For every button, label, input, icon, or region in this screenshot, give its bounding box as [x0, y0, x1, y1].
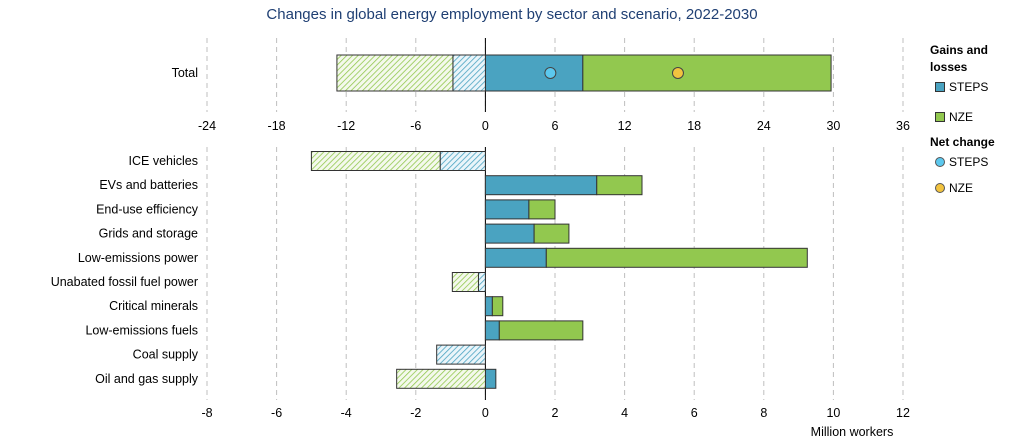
bar-steps-oil-and-gas-supply	[484, 368, 497, 389]
category-label-unabated-fossil-fuel-power: Unabated fossil fuel power	[51, 275, 198, 289]
legend-label-nze: NZE	[949, 110, 973, 124]
bar-steps-ice-vehicles-loss	[439, 151, 486, 171]
bar-steps-evs-and-batteries	[484, 175, 598, 196]
bar-nze-unabated-fossil-fuel-power-loss	[451, 272, 479, 292]
legend-item-net-nze: NZE	[935, 179, 1022, 197]
bar-steps-total-loss	[452, 54, 486, 92]
bar-steps-critical-minerals	[484, 296, 493, 317]
sector-tick-label: 8	[760, 406, 767, 420]
sector-tick-label: 10	[826, 406, 840, 420]
legend-item-nze: NZE	[935, 108, 1022, 126]
total-tick-label: -24	[198, 119, 216, 133]
bar-steps-total	[484, 54, 584, 92]
total-tick-label: 36	[896, 119, 910, 133]
sector-tick-label: -2	[410, 406, 421, 420]
legend-heading-gains: Gains and losses	[930, 43, 989, 74]
total-tick-label: 30	[826, 119, 840, 133]
x-axis-label: Million workers	[811, 425, 894, 439]
total-tick-label: 12	[618, 119, 632, 133]
bar-nze-critical-minerals	[491, 296, 504, 317]
category-label-evs-and-batteries: EVs and batteries	[99, 178, 198, 192]
bar-steps-low-emissions-power	[484, 247, 547, 268]
bar-steps-end-use-efficiency	[484, 199, 530, 220]
sector-tick-label: -8	[201, 406, 212, 420]
category-label-grids-and-storage: Grids and storage	[99, 227, 198, 241]
legend-swatch-nze	[935, 112, 945, 122]
net-change-point-nze	[671, 67, 684, 79]
bar-steps-grids-and-storage	[484, 223, 535, 244]
bar-nze-low-emissions-power	[545, 247, 808, 268]
category-label-total: Total	[172, 66, 198, 80]
sector-tick-label: -4	[341, 406, 352, 420]
category-label-ice-vehicles: ICE vehicles	[129, 154, 198, 168]
total-tick-label: 6	[552, 119, 559, 133]
category-label-end-use-efficiency: End-use efficiency	[96, 202, 199, 216]
total-tick-label: 0	[482, 119, 489, 133]
sector-tick-label: 6	[691, 406, 698, 420]
total-tick-label: -18	[268, 119, 286, 133]
legend-swatch-steps	[935, 82, 945, 92]
bar-nze-ice-vehicles-loss	[310, 151, 441, 171]
sector-tick-label: 0	[482, 406, 489, 420]
legend-label-net-steps: STEPS	[949, 155, 989, 169]
total-tick-label: 18	[687, 119, 701, 133]
net-change-point-steps	[544, 67, 557, 79]
total-tick-label: -6	[410, 119, 421, 133]
legend-dot-steps	[935, 157, 945, 167]
category-label-critical-minerals: Critical minerals	[109, 299, 198, 313]
sector-panel: -8 -6 -4 -2 0 2 4 6 8 10 12 ICE vehicles EVs and bat…	[51, 147, 910, 420]
legend-label-steps: STEPS	[949, 80, 989, 94]
total-panel: -24 -18 -12 -6 0 6 12 18 24 30 36 Total	[172, 38, 910, 133]
total-tick-label: -12	[337, 119, 355, 133]
sector-tick-label: 2	[552, 406, 559, 420]
sector-tick-label: -6	[271, 406, 282, 420]
legend-label-net-nze: NZE	[949, 181, 973, 195]
bar-nze-oil-and-gas-supply-loss	[396, 368, 486, 389]
category-label-low-emissions-power: Low-emissions power	[78, 251, 198, 265]
bar-nze-grids-and-storage	[533, 223, 570, 244]
sector-tick-label: 12	[896, 406, 910, 420]
bar-steps-low-emissions-fuels	[484, 320, 500, 341]
sector-tick-label: 4	[621, 406, 628, 420]
bar-nze-total-loss	[336, 54, 454, 92]
bar-steps-coal-supply-loss	[436, 344, 486, 365]
total-tick-label: 24	[757, 119, 771, 133]
legend-item-steps: STEPS	[935, 78, 1022, 96]
bar-nze-total	[582, 54, 832, 92]
category-label-low-emissions-fuels: Low-emissions fuels	[85, 323, 198, 337]
bar-nze-evs-and-batteries	[596, 175, 643, 196]
chart-title: Changes in global energy employment by s…	[266, 6, 758, 23]
bar-steps-unabated-fossil-fuel-power-loss	[477, 272, 486, 292]
category-label-oil-and-gas-supply: Oil and gas supply	[95, 372, 199, 386]
bar-nze-end-use-efficiency	[528, 199, 556, 220]
legend-item-net-steps: STEPS	[935, 153, 1022, 171]
legend-dot-nze	[935, 183, 945, 193]
bar-nze-low-emissions-fuels	[498, 320, 584, 341]
legend-heading-net: Net change	[930, 135, 995, 149]
legend: Gains and losses STEPS NZE Net change ST…	[930, 42, 1022, 197]
category-label-coal-supply: Coal supply	[133, 348, 199, 362]
